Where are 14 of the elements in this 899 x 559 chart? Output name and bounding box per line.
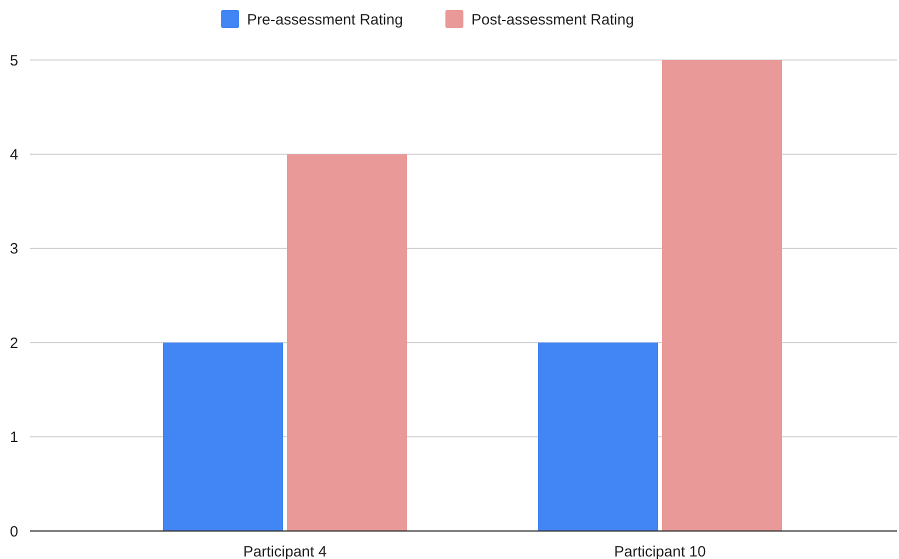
- y-tick-label: 1: [10, 429, 18, 446]
- y-tick-label: 3: [10, 240, 18, 258]
- bar: [538, 342, 658, 531]
- bar: [287, 154, 407, 531]
- legend-label: Post-assessment Rating: [471, 11, 634, 28]
- bar: [163, 342, 283, 531]
- y-tick-label: 2: [10, 334, 18, 352]
- x-tick-label: Participant 10: [614, 543, 706, 559]
- y-tick-label: 4: [10, 146, 18, 164]
- y-tick-label: 0: [10, 523, 18, 540]
- y-tick-label: 5: [10, 52, 18, 70]
- x-tick-label: Participant 4: [243, 543, 327, 559]
- legend-label: Pre-assessment Rating: [247, 11, 403, 28]
- bar: [662, 60, 782, 531]
